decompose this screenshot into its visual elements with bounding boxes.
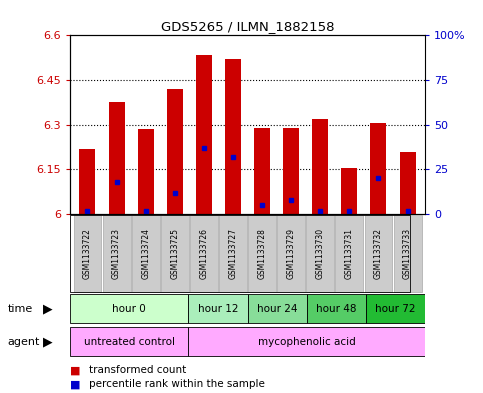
Bar xyxy=(167,89,183,214)
Bar xyxy=(254,128,270,214)
Title: GDS5265 / ILMN_1882158: GDS5265 / ILMN_1882158 xyxy=(161,20,334,33)
Text: GSM1133724: GSM1133724 xyxy=(141,228,150,279)
Text: ■: ■ xyxy=(70,379,81,389)
FancyBboxPatch shape xyxy=(188,294,248,323)
Bar xyxy=(80,149,96,214)
Text: GSM1133725: GSM1133725 xyxy=(170,228,179,279)
Text: untreated control: untreated control xyxy=(84,337,175,347)
FancyBboxPatch shape xyxy=(248,215,276,292)
Text: GSM1133722: GSM1133722 xyxy=(83,228,92,279)
Text: mycophenolic acid: mycophenolic acid xyxy=(258,337,355,347)
FancyBboxPatch shape xyxy=(248,294,307,323)
Text: GSM1133726: GSM1133726 xyxy=(199,228,208,279)
Bar xyxy=(313,119,328,214)
FancyBboxPatch shape xyxy=(366,294,425,323)
Bar xyxy=(341,168,357,214)
FancyBboxPatch shape xyxy=(70,327,188,356)
Text: hour 24: hour 24 xyxy=(257,303,298,314)
Text: GSM1133730: GSM1133730 xyxy=(316,228,325,279)
FancyBboxPatch shape xyxy=(161,215,189,292)
Text: GSM1133723: GSM1133723 xyxy=(112,228,121,279)
Text: agent: agent xyxy=(7,337,40,347)
FancyBboxPatch shape xyxy=(365,215,393,292)
Bar xyxy=(196,55,212,214)
Bar xyxy=(109,103,125,214)
FancyBboxPatch shape xyxy=(188,327,425,356)
Text: time: time xyxy=(7,303,32,314)
FancyBboxPatch shape xyxy=(190,215,218,292)
Text: ▶: ▶ xyxy=(43,302,52,315)
Text: percentile rank within the sample: percentile rank within the sample xyxy=(89,379,265,389)
Text: ▶: ▶ xyxy=(43,335,52,349)
Text: hour 0: hour 0 xyxy=(113,303,146,314)
FancyBboxPatch shape xyxy=(277,215,305,292)
FancyBboxPatch shape xyxy=(219,215,247,292)
Text: GSM1133731: GSM1133731 xyxy=(345,228,354,279)
Bar xyxy=(399,152,415,214)
Text: GSM1133728: GSM1133728 xyxy=(257,228,267,279)
Text: transformed count: transformed count xyxy=(89,365,186,375)
FancyBboxPatch shape xyxy=(307,294,366,323)
Bar xyxy=(138,129,154,214)
FancyBboxPatch shape xyxy=(102,215,130,292)
Text: ■: ■ xyxy=(70,365,81,375)
Bar xyxy=(225,59,241,214)
Text: GSM1133733: GSM1133733 xyxy=(403,228,412,279)
FancyBboxPatch shape xyxy=(132,215,160,292)
Text: hour 72: hour 72 xyxy=(375,303,416,314)
Bar xyxy=(370,123,386,214)
Text: hour 48: hour 48 xyxy=(316,303,356,314)
FancyBboxPatch shape xyxy=(73,215,101,292)
FancyBboxPatch shape xyxy=(306,215,334,292)
FancyBboxPatch shape xyxy=(335,215,363,292)
Text: GSM1133729: GSM1133729 xyxy=(287,228,296,279)
Text: hour 12: hour 12 xyxy=(198,303,238,314)
Text: GSM1133732: GSM1133732 xyxy=(374,228,383,279)
Bar xyxy=(283,128,299,214)
FancyBboxPatch shape xyxy=(394,215,422,292)
Text: GSM1133727: GSM1133727 xyxy=(228,228,238,279)
FancyBboxPatch shape xyxy=(70,294,188,323)
